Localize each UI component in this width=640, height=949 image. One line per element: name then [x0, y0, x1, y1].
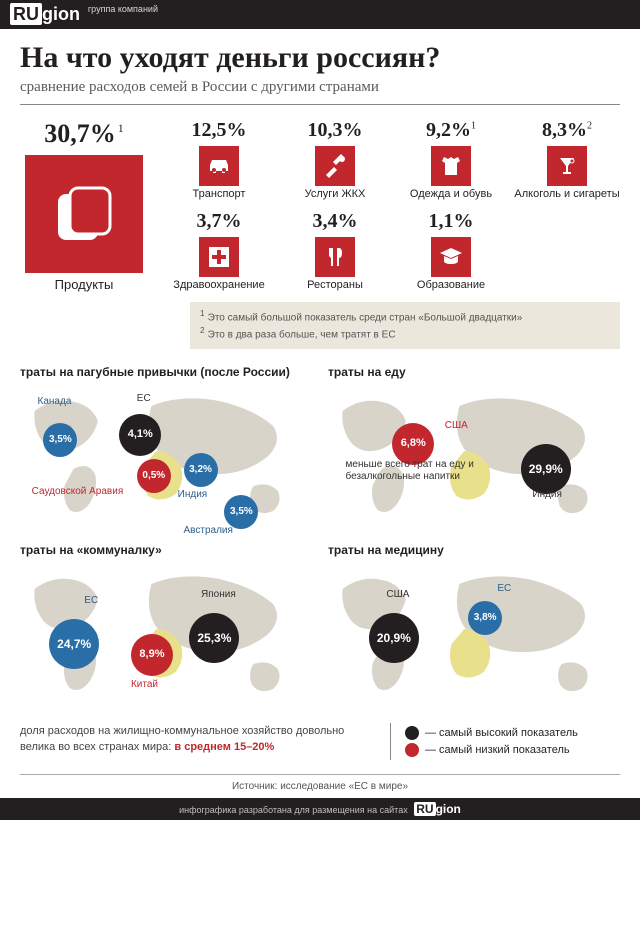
category-pct: 3,7%: [166, 210, 272, 233]
bread-icon: [25, 155, 143, 273]
category-big: 30,7%1 Продукты: [20, 119, 148, 292]
categories-grid: 12,5% Транспорт10,3% Услуги ЖКХ9,2%1 Оде…: [166, 119, 620, 291]
map-bubble-label: Япония: [201, 589, 236, 600]
category-pct: 9,2%1: [398, 119, 504, 142]
category-label: Здравоохранение: [166, 279, 272, 291]
legend-dot: [405, 726, 419, 740]
map-bubble: 25,3%: [189, 613, 239, 663]
category-label: Рестораны: [282, 279, 388, 291]
category-label: Транспорт: [166, 188, 272, 200]
map-box: 20,9% США 3,8% ЕС: [328, 559, 620, 709]
map-box: 3,5% Канада 4,1% ЕС 0,5% Саудовской Аравия 3,2…: [20, 381, 312, 531]
category-small: 8,3%2 Алкоголь и сигареты: [514, 119, 620, 200]
map-box: 24,7% ЕС 8,9% Китай 25,3% Япония: [20, 559, 312, 709]
map-bubble: 24,7%: [49, 619, 99, 669]
map-title: траты на пагубные привычки (после России…: [20, 365, 312, 379]
legend-label: — самый низкий показатель: [425, 744, 570, 756]
category-pct: 1,1%: [398, 210, 504, 233]
map-bubble: 3,8%: [468, 601, 502, 635]
category-pct: 12,5%: [166, 119, 272, 142]
map-cell: траты на медицину 20,9% США 3,8% ЕС: [328, 537, 620, 709]
category-small: 10,3% Услуги ЖКХ: [282, 119, 388, 200]
map-title: траты на еду: [328, 365, 620, 379]
category-small: 3,7% Здравоохранение: [166, 210, 272, 291]
category-pct: 8,3%2: [514, 119, 620, 142]
category-label: Услуги ЖКХ: [282, 188, 388, 200]
restaurant-icon: [315, 237, 355, 277]
source-line: Источник: исследование «ЕС в мире»: [20, 774, 620, 798]
map-bubble-label: Канада: [38, 396, 72, 407]
map-extra-text: меньше всего трат на еду и безалкогольны…: [346, 459, 480, 483]
map-box: 6,8%США29,9%Индияменьше всего трат на ед…: [328, 381, 620, 531]
brand-logo: RUgion: [10, 3, 80, 25]
map-bubble-label: Индия: [178, 489, 208, 500]
bottom-row: доля расходов на жилищно-коммунальное хо…: [20, 715, 620, 770]
map-bubble-label: Австралия: [184, 525, 233, 536]
category-small: 12,5% Транспорт: [166, 119, 272, 200]
footnote: 2Это в два раза больше, чем тратят в ЕС: [200, 325, 610, 342]
category-pct: 10,3%: [282, 119, 388, 142]
map-bubble-label: ЕС: [137, 393, 151, 404]
page-title: На что уходят деньги россиян?: [20, 41, 620, 75]
category-small: 9,2%1 Одежда и обувь: [398, 119, 504, 200]
car-icon: [199, 146, 239, 186]
map-cell: траты на «коммуналку» 24,7% ЕС 8,9% Китай 25…: [20, 537, 312, 709]
drink-icon: [547, 146, 587, 186]
brand-tag: группа компаний: [88, 4, 158, 14]
footnote: 1Это самый большой показатель среди стра…: [200, 308, 610, 325]
map-bubble-label: США: [386, 589, 409, 600]
category-small: 1,1% Образование: [398, 210, 504, 291]
map-bubble: 3,5%: [224, 495, 258, 529]
maps-grid: траты на пагубные привычки (после России…: [20, 359, 620, 715]
map-bubble-label: Китай: [131, 679, 158, 690]
footer-bar: инфографика разработана для размещения н…: [0, 798, 640, 820]
category-big-pct: 30,7%1: [20, 119, 148, 149]
category-label: Алкоголь и сигареты: [514, 188, 620, 200]
map-bubble: 20,9%: [369, 613, 419, 663]
legend-box: — самый высокий показатель — самый низкий…: [390, 723, 620, 760]
footer-logo: RUgion: [414, 802, 461, 816]
map-cell: траты на пагубные привычки (после России…: [20, 359, 312, 531]
map-bubble: 3,2%: [184, 453, 218, 487]
footnotes-box: 1Это самый большой показатель среди стра…: [190, 302, 620, 349]
map-bubble-label: ЕС: [84, 595, 98, 606]
category-small: 3,4% Рестораны: [282, 210, 388, 291]
legend-row: — самый высокий показатель: [405, 726, 620, 740]
page-subtitle: сравнение расходов семей в России с друг…: [20, 79, 620, 105]
map-title: траты на «коммуналку»: [20, 543, 312, 557]
category-big-label: Продукты: [20, 277, 148, 292]
legend-label: — самый высокий показатель: [425, 727, 578, 739]
map-bubble-label: Индия: [532, 489, 562, 500]
map-cell: траты на еду 6,8%США29,9%Индияменьше все…: [328, 359, 620, 531]
shirt-icon: [431, 146, 471, 186]
category-label: Образование: [398, 279, 504, 291]
tools-icon: [315, 146, 355, 186]
bottom-text: доля расходов на жилищно-коммунальное хо…: [20, 723, 370, 756]
map-bubble-label: Саудовской Аравия: [32, 486, 124, 497]
map-bubble: 4,1%: [119, 414, 161, 456]
category-pct: 3,4%: [282, 210, 388, 233]
map-bubble-label: США: [445, 420, 468, 431]
education-icon: [431, 237, 471, 277]
map-bubble: 29,9%: [521, 444, 571, 494]
map-bubble: 8,9%: [131, 634, 173, 676]
top-bar: RUgion группа компаний: [0, 0, 640, 29]
map-title: траты на медицину: [328, 543, 620, 557]
map-bubble: 0,5%: [137, 459, 171, 493]
map-bubble-label: ЕС: [497, 583, 511, 594]
categories-row: 30,7%1 Продукты 12,5% Транспорт10,3% Усл…: [20, 119, 620, 292]
health-icon: [199, 237, 239, 277]
category-label: Одежда и обувь: [398, 188, 504, 200]
map-bubble: 3,5%: [43, 423, 77, 457]
legend-dot: [405, 743, 419, 757]
legend-row: — самый низкий показатель: [405, 743, 620, 757]
